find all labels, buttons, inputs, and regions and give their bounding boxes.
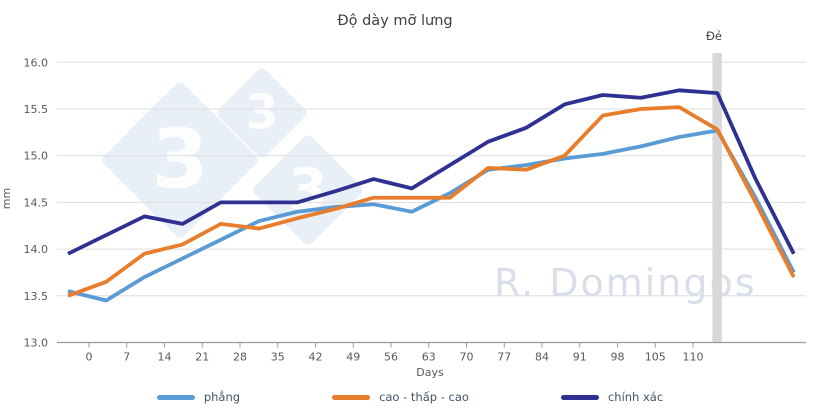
y-tick-label: 15.0 bbox=[24, 150, 49, 163]
farrowing-label: Đẻ bbox=[706, 29, 722, 43]
y-axis-label: mm bbox=[0, 187, 14, 210]
x-tick-label: 91 bbox=[573, 351, 587, 364]
y-tick-label: 14.5 bbox=[24, 196, 49, 209]
x-tick-label: 105 bbox=[645, 351, 666, 364]
legend-item: cao - thấp - cao bbox=[332, 390, 469, 404]
x-tick-label: 49 bbox=[346, 351, 360, 364]
series-line-phẳng bbox=[67, 128, 796, 303]
x-tick-label: 63 bbox=[422, 351, 436, 364]
x-tick-label: 42 bbox=[309, 351, 323, 364]
legend-swatch bbox=[156, 394, 195, 400]
y-tick-label: 13.5 bbox=[24, 290, 49, 303]
x-tick-label: 77 bbox=[497, 351, 511, 364]
series-line-chính-xác bbox=[67, 88, 796, 256]
x-tick-label: 98 bbox=[611, 351, 625, 364]
legend-label: chính xác bbox=[607, 390, 664, 404]
y-tick-label: 13.0 bbox=[24, 337, 49, 350]
watermark-333-digit: 3 bbox=[151, 113, 208, 208]
x-tick-label: 28 bbox=[233, 351, 247, 364]
series-line-cao---thấp---cao bbox=[67, 105, 796, 298]
watermark-333-diamond bbox=[217, 68, 307, 158]
legend-swatch bbox=[560, 394, 599, 400]
x-tick-label: 84 bbox=[535, 351, 549, 364]
watermark-333-diamond bbox=[102, 82, 258, 238]
watermark-333-digit: 3 bbox=[246, 86, 279, 141]
y-tick-label: 15.5 bbox=[24, 103, 49, 116]
farrowing-band bbox=[712, 53, 722, 343]
x-tick-label: 21 bbox=[195, 351, 209, 364]
x-tick-label: 7 bbox=[123, 351, 130, 364]
watermark-author: R. Domingos bbox=[494, 261, 757, 305]
y-tick-label: 14.0 bbox=[24, 243, 49, 256]
x-tick-label: 56 bbox=[384, 351, 398, 364]
legend-label: cao - thấp - cao bbox=[379, 390, 469, 404]
legend-item: chính xác bbox=[560, 390, 664, 404]
x-tick-label: 70 bbox=[460, 351, 474, 364]
x-tick-label: 14 bbox=[158, 351, 172, 364]
legend-label: phẳng bbox=[203, 390, 241, 404]
y-tick-label: 16.0 bbox=[24, 56, 49, 69]
legend: phẳng cao - thấp - cao chính xác bbox=[0, 390, 820, 404]
x-axis-label: Days bbox=[416, 366, 444, 379]
legend-swatch bbox=[332, 394, 371, 400]
x-tick-label: 110 bbox=[683, 351, 704, 364]
x-tick-label: 35 bbox=[271, 351, 285, 364]
x-tick-label: 0 bbox=[86, 351, 93, 364]
chart-title: Độ dày mỡ lưng bbox=[337, 13, 453, 29]
legend-item: phẳng bbox=[156, 390, 241, 404]
